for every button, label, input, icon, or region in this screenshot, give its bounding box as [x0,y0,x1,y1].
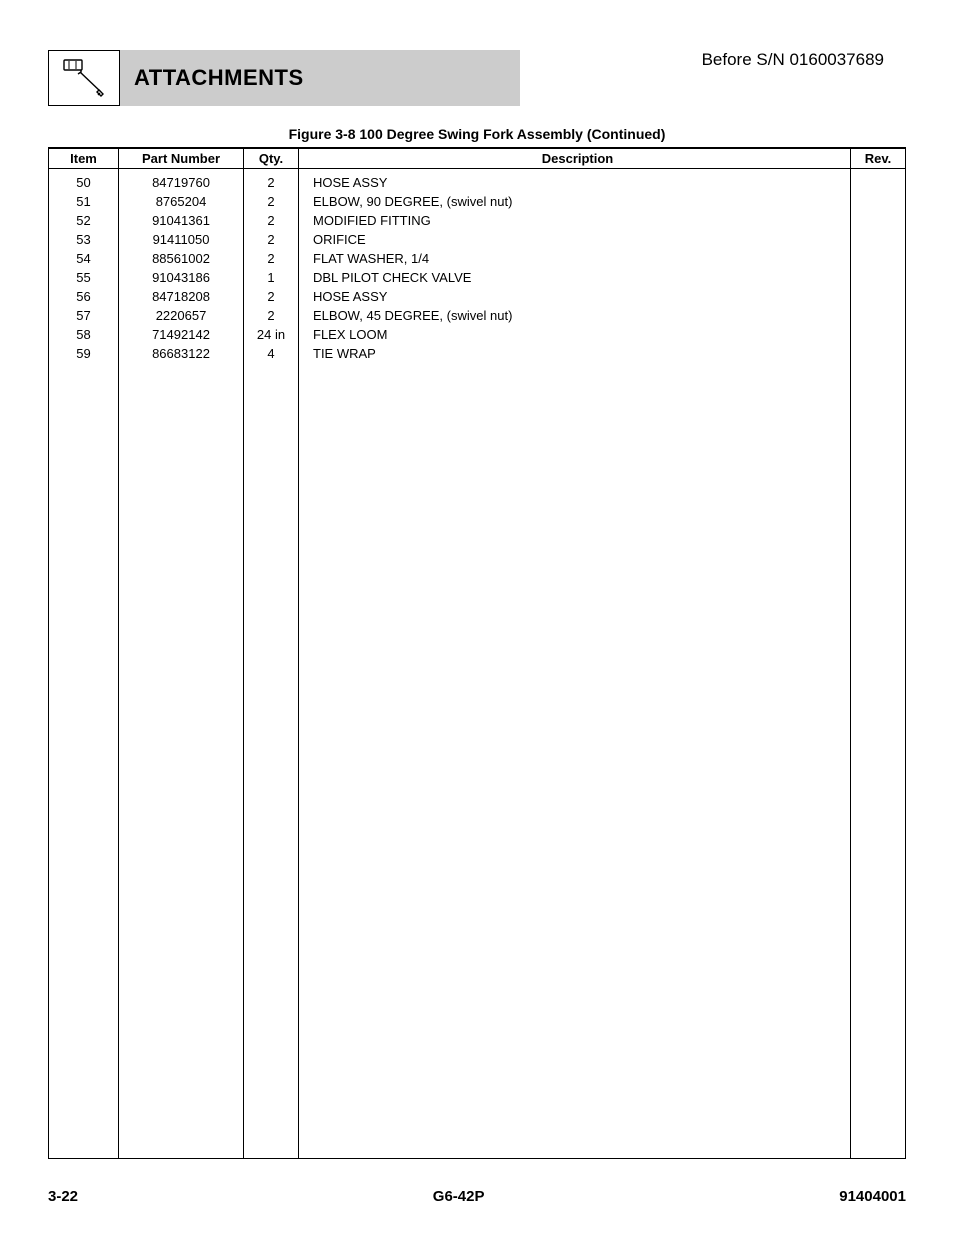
cell-qty: 2 [244,169,299,193]
cell-qty: 2 [244,211,299,230]
table-row: 52910413612MODIFIED FITTING [49,211,906,230]
cell-rev [851,344,906,363]
col-header-part-number: Part Number [119,148,244,169]
cell-description: FLEX LOOM [299,325,851,344]
cell-description: MODIFIED FITTING [299,211,851,230]
cell-qty: 1 [244,268,299,287]
cell-item: 52 [49,211,119,230]
cell-qty: 4 [244,344,299,363]
cell-item: 51 [49,192,119,211]
page: Before S/N 0160037689 ATTACHMENTS Figure… [0,0,954,1235]
cell-rev [851,249,906,268]
cell-qty: 2 [244,230,299,249]
cell-item: 50 [49,169,119,193]
cell-description: ELBOW, 90 DEGREE, (swivel nut) [299,192,851,211]
cell-qty: 2 [244,192,299,211]
table-row: 50847197602HOSE ASSY [49,169,906,193]
cell-description: ORIFICE [299,230,851,249]
cell-rev [851,192,906,211]
title-cell: ATTACHMENTS [120,50,520,106]
cell-part-number: 88561002 [119,249,244,268]
cell-description: FLAT WASHER, 1/4 [299,249,851,268]
cell-rev [851,211,906,230]
col-header-qty: Qty. [244,148,299,169]
cell-part-number: 84719760 [119,169,244,193]
cell-qty: 2 [244,287,299,306]
cell-description: DBL PILOT CHECK VALVE [299,268,851,287]
cell-description: ELBOW, 45 DEGREE, (swivel nut) [299,306,851,325]
cell-part-number: 71492142 [119,325,244,344]
table-filler-row [49,363,906,1158]
cell-rev [851,306,906,325]
cell-item: 53 [49,230,119,249]
table-caption: Figure 3-8 100 Degree Swing Fork Assembl… [48,126,906,142]
table-row: 55910431861DBL PILOT CHECK VALVE [49,268,906,287]
cell-rev [851,325,906,344]
cell-rev [851,169,906,193]
footer-center: G6-42P [433,1188,485,1205]
cell-qty: 2 [244,249,299,268]
cell-description: HOSE ASSY [299,287,851,306]
footer-right: 91404001 [839,1188,906,1205]
table-row: 5187652042ELBOW, 90 DEGREE, (swivel nut) [49,192,906,211]
cell-item: 54 [49,249,119,268]
cell-description: HOSE ASSY [299,169,851,193]
col-header-item: Item [49,148,119,169]
table-row: 5722206572ELBOW, 45 DEGREE, (swivel nut) [49,306,906,325]
footer-left: 3-22 [48,1188,78,1205]
col-header-description: Description [299,148,851,169]
cell-part-number: 91411050 [119,230,244,249]
attachment-icon [48,50,120,106]
table-row: 587149214224 inFLEX LOOM [49,325,906,344]
cell-qty: 2 [244,306,299,325]
cell-item: 56 [49,287,119,306]
table-row: 53914110502ORIFICE [49,230,906,249]
table-header-row: Item Part Number Qty. Description Rev. [49,148,906,169]
header-note: Before S/N 0160037689 [702,50,884,70]
cell-part-number: 86683122 [119,344,244,363]
cell-rev [851,287,906,306]
cell-part-number: 2220657 [119,306,244,325]
cell-part-number: 91043186 [119,268,244,287]
cell-item: 58 [49,325,119,344]
cell-rev [851,230,906,249]
cell-part-number: 8765204 [119,192,244,211]
parts-table: Item Part Number Qty. Description Rev. 5… [48,147,906,1159]
cell-description: TIE WRAP [299,344,851,363]
table-row: 54885610022FLAT WASHER, 1/4 [49,249,906,268]
section-title: ATTACHMENTS [134,65,304,91]
table-row: 59866831224TIE WRAP [49,344,906,363]
table-row: 56847182082HOSE ASSY [49,287,906,306]
col-header-rev: Rev. [851,148,906,169]
cell-item: 59 [49,344,119,363]
cell-part-number: 84718208 [119,287,244,306]
cell-qty: 24 in [244,325,299,344]
cell-item: 57 [49,306,119,325]
page-footer: 3-22 G6-42P 91404001 [48,1188,906,1205]
cell-part-number: 91041361 [119,211,244,230]
cell-item: 55 [49,268,119,287]
cell-rev [851,268,906,287]
